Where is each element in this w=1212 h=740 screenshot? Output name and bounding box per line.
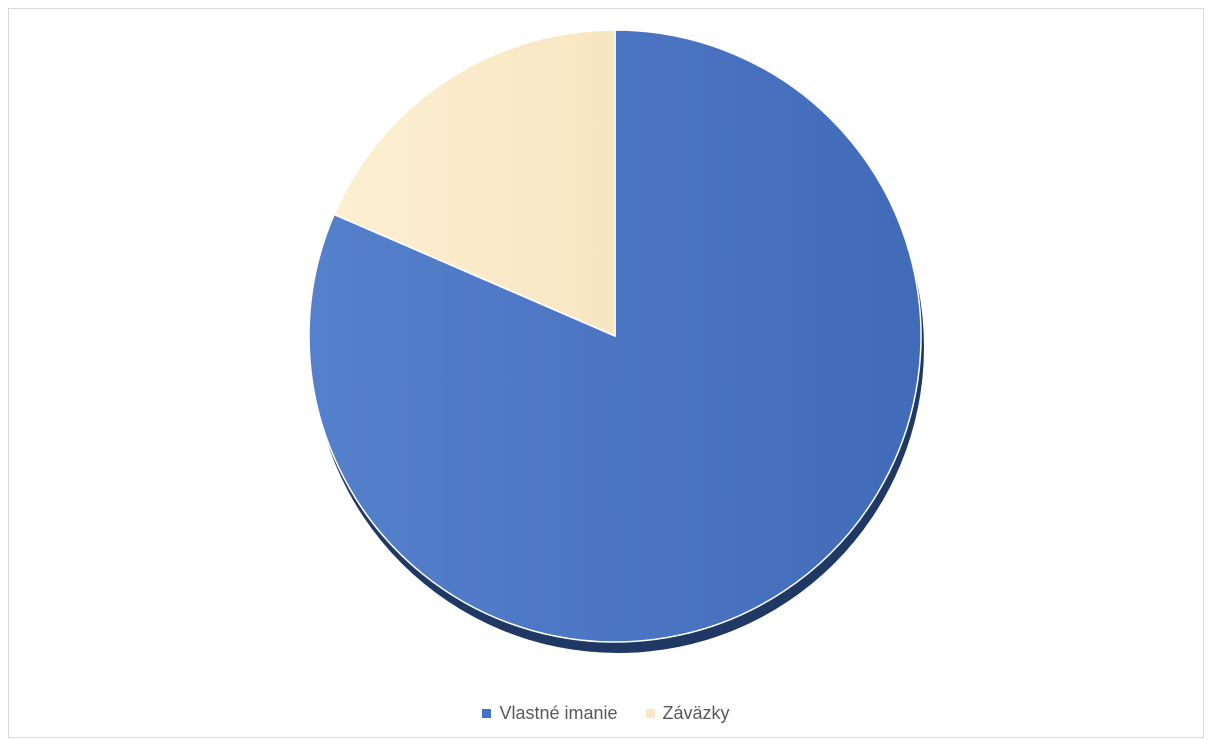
pie-chart [308,29,924,653]
pie-slices [308,29,922,643]
legend-swatch-vlastne-imanie [482,709,492,718]
chart-area: Vlastné imanie Záväzky [8,8,1204,738]
pie-slice-zavazky [333,29,616,338]
legend-label-zavazky: Záväzky [662,703,730,723]
legend-item-vlastne-imanie: Vlastné imanie [482,703,618,724]
legend-item-zavazky: Záväzky [645,703,730,724]
legend-swatch-zavazky [645,709,655,718]
legend: Vlastné imanie Záväzky [9,703,1203,724]
legend-label-vlastne-imanie: Vlastné imanie [499,703,618,723]
